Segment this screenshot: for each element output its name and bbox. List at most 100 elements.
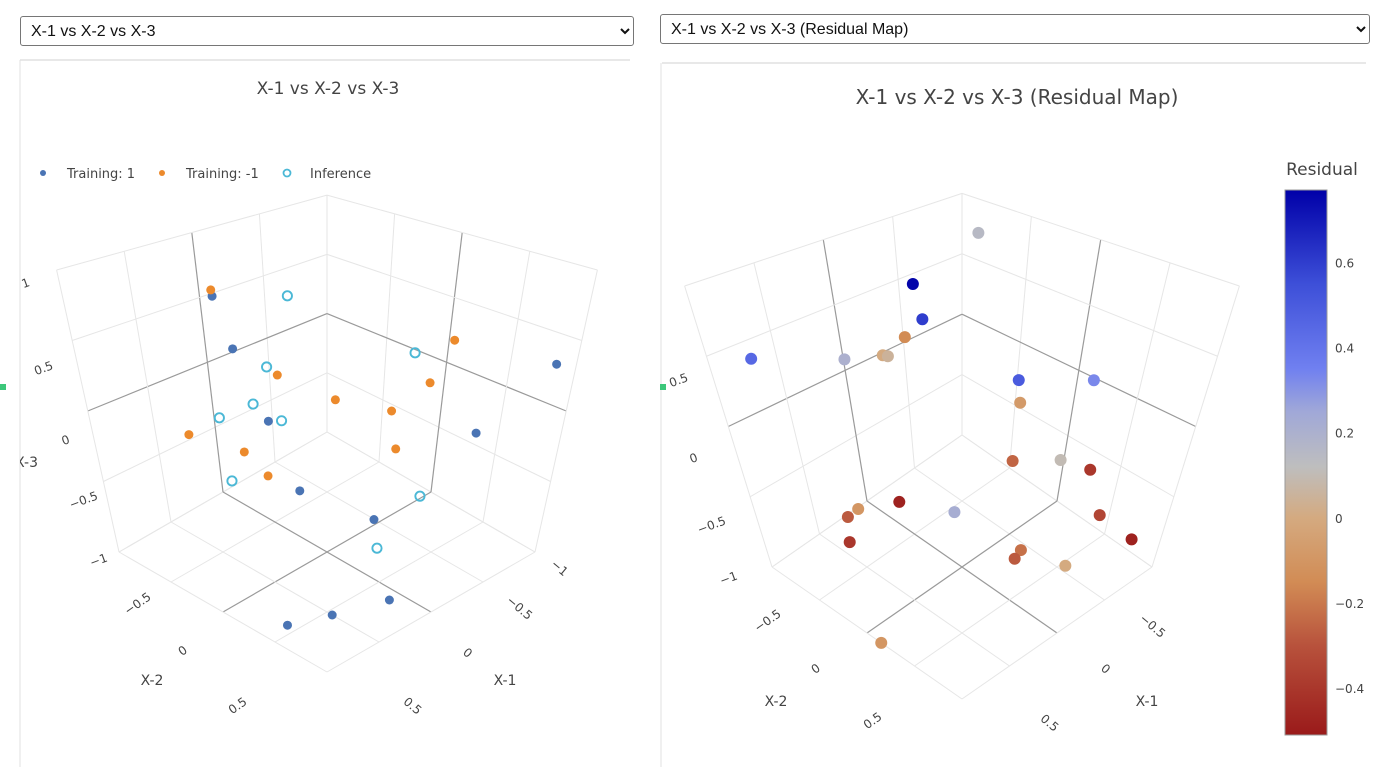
training-1-point[interactable] — [327, 610, 337, 620]
wall-gridline — [753, 262, 820, 535]
legend-label: Training: -1 — [185, 167, 259, 182]
training-1-point[interactable] — [295, 486, 305, 496]
training-neg1-point[interactable] — [387, 406, 397, 416]
residual-point[interactable] — [1008, 552, 1021, 565]
legend-label: Inference — [310, 167, 371, 182]
residual-point[interactable] — [843, 536, 856, 549]
legend-item-training-1[interactable]: Training: 1 — [40, 167, 135, 182]
residual-point[interactable] — [841, 511, 854, 524]
wall-gridline — [326, 253, 582, 341]
y-tick-label: 0.5 — [861, 710, 885, 732]
wall-gridline — [87, 313, 328, 412]
residual-point[interactable] — [852, 502, 865, 515]
inference-point[interactable] — [213, 412, 225, 424]
y-tick-label: −0.5 — [752, 607, 784, 635]
residual-point[interactable] — [881, 350, 894, 363]
training-1-point[interactable] — [263, 416, 273, 426]
training-neg1-point[interactable] — [450, 335, 460, 345]
wall-gridline — [684, 192, 963, 287]
training-1-point[interactable] — [228, 344, 238, 354]
legend-marker-training-neg1 — [159, 170, 165, 176]
colorbar-gradient — [1284, 189, 1328, 736]
floor-gridline — [819, 533, 1010, 667]
z-tick-label: 0 — [60, 432, 72, 448]
wall-gridline — [72, 253, 328, 341]
residual-point[interactable] — [1084, 463, 1097, 476]
inference-point[interactable] — [226, 475, 238, 487]
inference-point[interactable] — [409, 347, 421, 359]
right-3d-scatter[interactable]: X-1 vs X-2 vs X-3 (Residual Map) 0.5 0 −0.… — [667, 85, 1240, 734]
x-tick-label: 0.5 — [1038, 711, 1062, 734]
residual-point[interactable] — [1012, 374, 1025, 387]
inference-point[interactable] — [276, 415, 288, 427]
colorbar-ticks: 0.6 0.4 0.2 0 −0.2 −0.4 — [1335, 256, 1364, 696]
wall-gridline — [326, 313, 567, 412]
floor-gridline — [274, 521, 484, 643]
right-plot-selector[interactable]: X-1 vs X-2 vs X-3 (Residual Map) — [660, 14, 1370, 44]
legend-item-inference[interactable]: Inference — [282, 167, 372, 182]
residual-point[interactable] — [838, 353, 851, 366]
left-3d-scatter[interactable]: X-1 vs X-2 vs X-3 10.50−0.5−1−0.500.5−1−… — [15, 79, 598, 717]
training-neg1-point[interactable] — [330, 395, 340, 405]
training-neg1-point[interactable] — [425, 378, 435, 388]
residual-point[interactable] — [1006, 454, 1019, 467]
legend-marker-training-1 — [40, 170, 46, 176]
inference-point[interactable] — [261, 361, 273, 373]
residual-point[interactable] — [1054, 453, 1067, 466]
training-neg1-point[interactable] — [239, 447, 249, 457]
residual-point[interactable] — [745, 352, 758, 365]
residual-point[interactable] — [948, 506, 961, 519]
left-tick-labels: 1 0.5 0 −0.5 −1 −0.5 0 0.5 −1 −0.5 0 0.5 — [20, 275, 571, 717]
wall-gridline — [326, 194, 598, 271]
residual-point[interactable] — [1125, 533, 1138, 546]
residual-point[interactable] — [898, 331, 911, 344]
x-tick-label: −1 — [548, 557, 571, 579]
z-tick-label: −1 — [718, 569, 739, 588]
training-neg1-point[interactable] — [184, 430, 194, 440]
colorbar-tick-label: 0.2 — [1335, 427, 1354, 441]
residual-point[interactable] — [893, 495, 906, 508]
residual-point[interactable] — [1087, 374, 1100, 387]
residual-point[interactable] — [875, 636, 888, 649]
training-neg1-point[interactable] — [206, 285, 216, 295]
left-y-axis-title: X-2 — [141, 673, 164, 689]
residual-point[interactable] — [906, 277, 919, 290]
training-1-point[interactable] — [369, 515, 379, 525]
floor-gridline — [866, 500, 1058, 634]
x-tick-label: −0.5 — [504, 593, 535, 622]
training-neg1-point[interactable] — [263, 471, 273, 481]
training-neg1-point[interactable] — [391, 444, 401, 454]
left-plot-selector[interactable]: X-1 vs X-2 vs X-3 — [20, 16, 634, 46]
training-neg1-point[interactable] — [272, 370, 282, 380]
inference-point[interactable] — [281, 290, 293, 302]
training-1-point[interactable] — [552, 359, 562, 369]
y-tick-label: 0.5 — [226, 695, 250, 717]
inference-point[interactable] — [371, 542, 383, 554]
residual-point[interactable] — [972, 226, 985, 239]
colorbar-tick-label: 0 — [1335, 512, 1343, 526]
residual-point[interactable] — [1093, 509, 1106, 522]
residual-point[interactable] — [1059, 559, 1072, 572]
left-chart-title: X-1 vs X-2 vs X-3 — [257, 79, 400, 99]
inference-point[interactable] — [414, 490, 426, 502]
training-1-point[interactable] — [282, 620, 292, 630]
left-grid — [56, 194, 598, 673]
training-1-point[interactable] — [384, 595, 394, 605]
wall-gridline — [123, 251, 172, 523]
y-tick-label: 0 — [176, 643, 190, 659]
z-tick-label: −0.5 — [68, 489, 100, 512]
legend-item-training-neg1[interactable]: Training: -1 — [159, 167, 259, 182]
x-tick-label: 0 — [460, 645, 475, 661]
training-1-point[interactable] — [471, 428, 481, 438]
wall-gridline — [56, 269, 120, 553]
legend: Training: 1 Training: -1 Inference — [40, 167, 371, 182]
residual-point[interactable] — [1014, 396, 1027, 409]
inference-point[interactable] — [247, 398, 259, 410]
wall-gridline — [728, 313, 963, 428]
floor-gridline — [961, 566, 1153, 700]
right-chart-title: X-1 vs X-2 vs X-3 (Residual Map) — [856, 85, 1179, 109]
residual-point[interactable] — [1014, 544, 1027, 557]
residual-point[interactable] — [916, 313, 929, 326]
y-tick-label: −0.5 — [122, 590, 154, 618]
y-tick-label: 0 — [809, 661, 823, 677]
